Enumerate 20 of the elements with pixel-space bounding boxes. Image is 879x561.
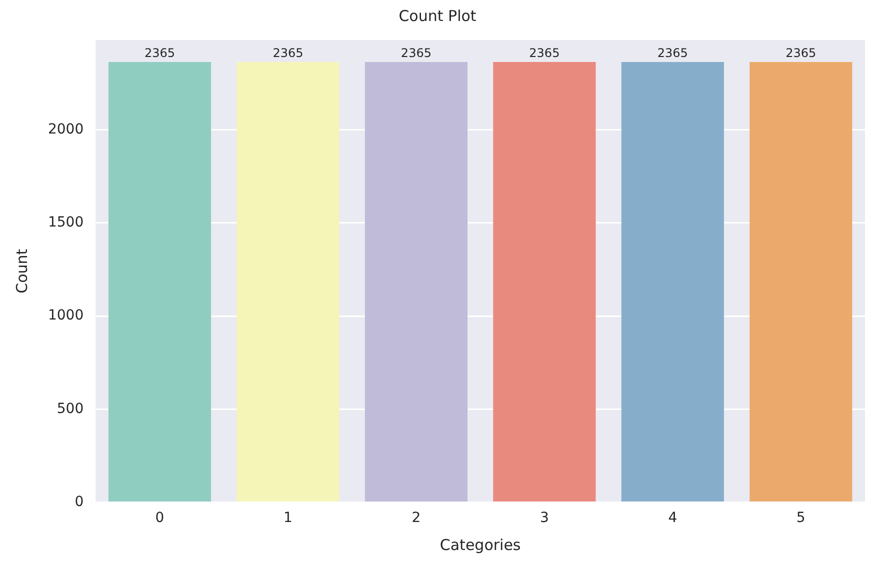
data-label: 2365 [529,46,560,60]
x-tick-label: 0 [155,510,164,526]
data-label: 2365 [657,46,688,60]
x-tick-label: 2 [412,510,421,526]
y-tick-label: 1500 [48,214,84,231]
y-tick-label: 1000 [48,308,84,324]
x-tick-label: 4 [668,510,678,526]
data-label: 2365 [144,46,176,60]
y-tick-label: 0 [74,494,84,510]
x-axis-title: Categories [440,536,521,554]
y-tick-label: 2000 [48,122,84,138]
x-tick-label: 5 [796,510,806,526]
y-tick-label: 500 [56,400,84,417]
data-label: 2365 [272,46,304,60]
x-tick-label: 3 [540,510,549,526]
data-label: 2365 [786,46,816,60]
y-axis-title: Count [12,248,31,294]
chart-title: Count Plot [398,6,476,25]
data-label: 2365 [400,46,432,60]
x-tick-label: 1 [284,510,292,526]
